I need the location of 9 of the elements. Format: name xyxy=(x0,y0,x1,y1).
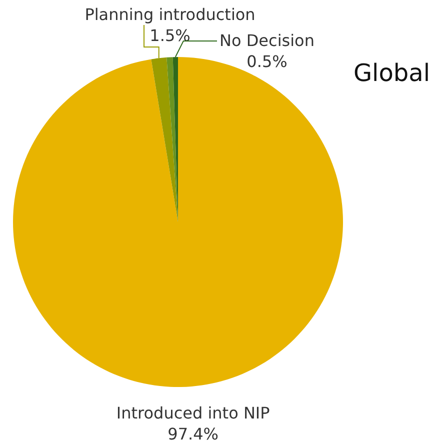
pie-slice xyxy=(13,57,343,387)
data-label: 0.5% xyxy=(246,52,288,71)
data-label: 1.5% xyxy=(150,26,190,45)
slice-label: No Decision xyxy=(220,31,314,50)
text: Global xyxy=(353,59,430,87)
slice-label: Introduced into NIP xyxy=(116,403,270,422)
pie-slice xyxy=(151,57,178,222)
data-label: 97.4% xyxy=(168,424,219,441)
slice-label: Planning introduction xyxy=(84,5,256,24)
